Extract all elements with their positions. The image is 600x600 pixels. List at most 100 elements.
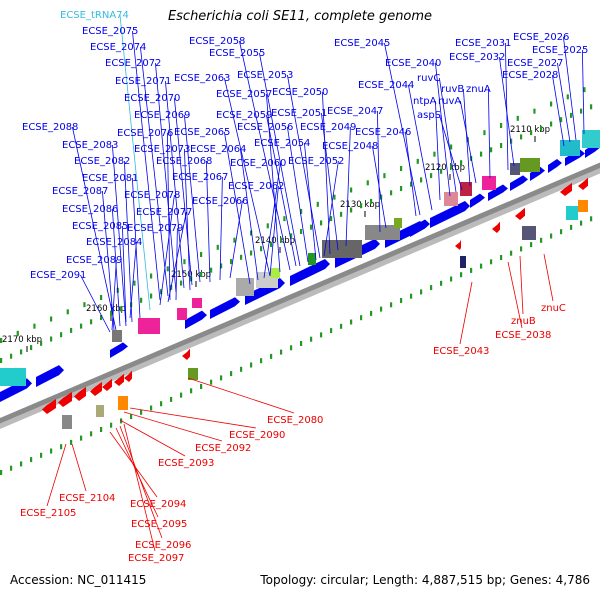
- reverse-gene-label: ECSE_2097: [128, 553, 184, 564]
- gc-dot: [433, 151, 436, 157]
- forward-gene-label: ECSE_2047: [327, 106, 383, 117]
- forward-gene-label: ntpA: [413, 96, 437, 107]
- leader-line: [102, 190, 115, 331]
- gc-dot: [280, 237, 283, 243]
- forward-gene-label: ECSE_2091: [30, 270, 86, 281]
- reverse-gene: [58, 392, 72, 407]
- reverse-gene: [578, 177, 588, 190]
- leader-line: [435, 100, 441, 201]
- leader-line: [206, 160, 211, 283]
- forward-gene: [36, 365, 64, 387]
- gc-dot: [450, 144, 453, 150]
- gc-dot: [480, 263, 483, 269]
- gc-dot: [183, 259, 186, 265]
- leader-line: [266, 93, 281, 273]
- gc-dot: [50, 336, 53, 342]
- forward-gene-label: ECSE_2072: [105, 58, 161, 69]
- kbp-tick-label: 2110 kbp: [510, 125, 550, 135]
- forward-gene-label: ECSE_2089: [66, 255, 122, 266]
- leader-line: [129, 241, 137, 319]
- gc-dot: [550, 121, 553, 127]
- leader-line: [80, 274, 111, 333]
- gc-dot: [460, 160, 463, 166]
- gc-dot: [140, 297, 143, 303]
- leader-line: [543, 253, 554, 302]
- leader-line: [460, 100, 477, 184]
- leader-line: [505, 42, 509, 171]
- gc-dot: [560, 117, 563, 123]
- gc-dot: [510, 250, 513, 256]
- leader-line: [439, 77, 457, 193]
- leader-line: [377, 110, 381, 233]
- gc-dot: [590, 216, 593, 222]
- gc-dot: [310, 336, 313, 342]
- gc-dot: [160, 289, 163, 295]
- gc-dot: [33, 323, 36, 329]
- gc-dot: [450, 164, 453, 170]
- gc-dot: [160, 401, 163, 407]
- leader-line: [112, 144, 127, 327]
- outer-dots: [0, 87, 593, 475]
- feature-box: [308, 253, 316, 265]
- leader-line: [111, 259, 117, 331]
- gc-dot: [530, 242, 533, 248]
- gc-dot: [350, 187, 353, 193]
- gc-dot: [70, 439, 73, 445]
- forward-gene-label: ECSE_2076: [117, 128, 173, 139]
- leader-line: [408, 84, 433, 211]
- feature-box: [0, 368, 26, 386]
- gc-dot: [350, 207, 353, 213]
- gc-dot: [570, 112, 573, 118]
- gc-dot: [200, 252, 203, 257]
- gc-dot: [500, 255, 503, 260]
- forward-gene-label: ECSE_2068: [156, 156, 212, 167]
- feature-box: [460, 256, 466, 268]
- forward-gene: [510, 175, 528, 191]
- gc-dot: [510, 138, 513, 144]
- gc-dot: [350, 319, 353, 325]
- leader-line: [499, 56, 515, 167]
- gc-dot: [530, 130, 533, 136]
- gc-dot: [470, 267, 473, 273]
- reverse-gene-label: ECSE_2080: [267, 415, 323, 426]
- gc-dot: [316, 201, 319, 207]
- gc-dot: [40, 452, 43, 458]
- feature-box: [482, 176, 496, 190]
- gc-dot: [400, 166, 403, 171]
- feature-box: [510, 163, 520, 175]
- gc-dot: [230, 259, 233, 265]
- leader-line: [155, 62, 177, 293]
- reverse-gene: [182, 348, 190, 360]
- gc-dot: [380, 306, 383, 312]
- gc-dot: [400, 186, 403, 191]
- gc-dot: [410, 293, 413, 299]
- backbone-shadow: [0, 166, 600, 430]
- leader-line: [240, 148, 259, 281]
- gc-dot: [50, 448, 53, 454]
- leader-line: [582, 49, 585, 135]
- reverse-gene-label: ECSE_2038: [495, 330, 551, 341]
- gc-dot: [533, 108, 536, 114]
- leader-line: [165, 80, 185, 289]
- reverse-gene-label: ECSE_2043: [433, 346, 489, 357]
- gc-dot: [210, 379, 213, 385]
- forward-gene-label: ECSE_2083: [62, 140, 118, 151]
- feature-box: [188, 368, 198, 380]
- forward-gene-label: ECSE_2088: [22, 122, 78, 133]
- gc-dot: [250, 250, 253, 256]
- gc-dot: [440, 168, 443, 174]
- forward-gene-label: ECSE_2056: [237, 122, 293, 133]
- gc-dot: [460, 272, 463, 278]
- gc-dot: [280, 349, 283, 355]
- forward-gene-label: ECSE_2081: [82, 173, 138, 184]
- leader-line: [119, 425, 163, 539]
- gc-dot: [483, 130, 486, 136]
- feature-box: [270, 268, 280, 278]
- forward-gene-label: ruvA: [438, 96, 461, 107]
- forward-gene-label: ECSE_2067: [172, 172, 228, 183]
- gc-dot: [333, 194, 336, 200]
- forward-gene-label: ECSE_2062: [228, 181, 284, 192]
- gc-dot: [266, 223, 269, 229]
- reverse-gene: [114, 373, 124, 386]
- forward-gene: [430, 200, 470, 228]
